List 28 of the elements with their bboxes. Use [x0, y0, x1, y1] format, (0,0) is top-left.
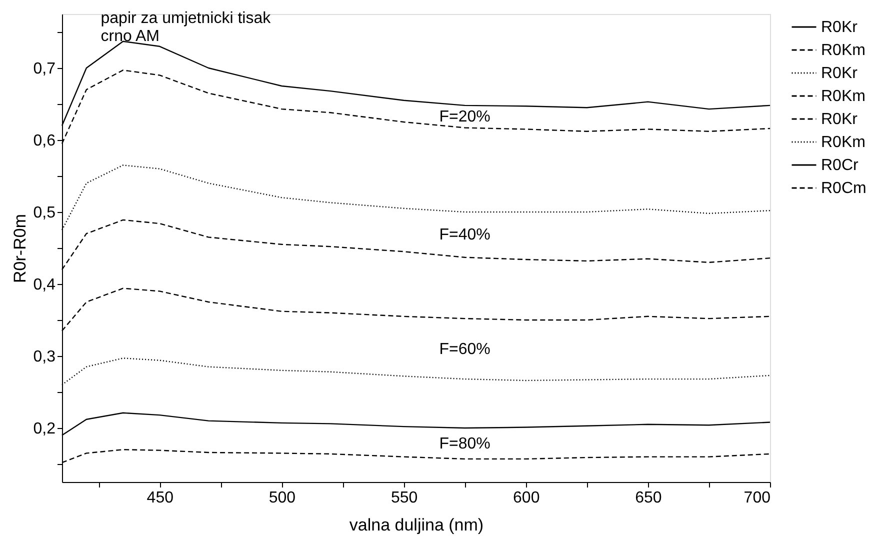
text: crno AM	[100, 28, 160, 45]
y-tick-label: 0,6	[33, 132, 56, 150]
y-tick-label: 0,7	[33, 60, 56, 78]
legend-label: R0Cm	[821, 180, 866, 197]
legend-label: R0Km	[821, 134, 866, 151]
legend-label: R0Cr	[821, 157, 860, 174]
legend-label: R0Km	[821, 42, 866, 59]
y-tick-label: 0,3	[33, 348, 56, 366]
annotation: F=80%	[439, 435, 490, 452]
x-tick-label: 450	[146, 490, 174, 506]
x-tick-label: 500	[268, 490, 296, 506]
legend-label: R0Kr	[821, 111, 858, 128]
y-tick-label: 0,2	[33, 420, 56, 438]
y-tick-label: 0,4	[33, 276, 56, 294]
text: papir za umjetnicki tisak	[100, 10, 271, 27]
x-tick-label: 650	[635, 490, 662, 506]
x-axis-title: valna duljina (nm)	[349, 516, 484, 534]
x-tick-label: 550	[390, 490, 418, 506]
legend-label: R0Km	[821, 88, 866, 105]
y-axis-title: R0r-R0m	[10, 214, 30, 283]
x-tick-label: 700	[744, 490, 771, 506]
legend-label: R0Kr	[821, 65, 858, 82]
x-tick-label: 600	[513, 490, 540, 506]
annotation: F=60%	[439, 340, 490, 358]
annotation: F=40%	[439, 226, 490, 244]
y-tick-label: 0,5	[33, 204, 56, 222]
legend-label: R0Kr	[821, 19, 858, 36]
annotation: F=20%	[439, 108, 490, 126]
